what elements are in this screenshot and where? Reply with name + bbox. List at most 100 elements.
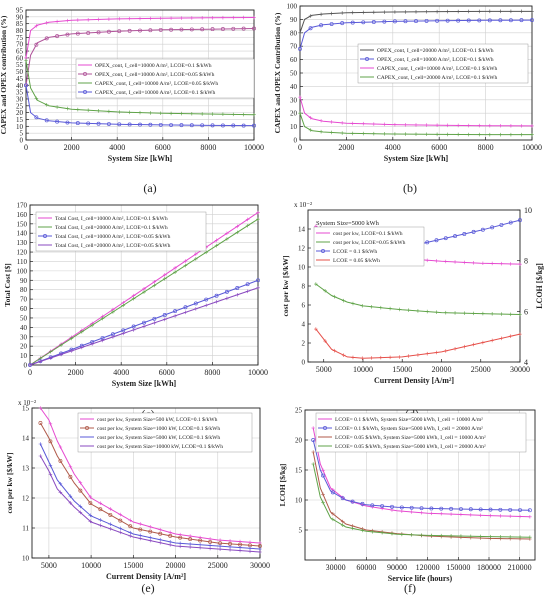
data-point <box>329 120 334 124</box>
data-point <box>480 227 485 232</box>
data-point <box>117 110 122 114</box>
data-point <box>449 534 453 538</box>
y-axis-label: Total Cost [$] <box>3 263 12 306</box>
y-tick-label: 60 <box>20 305 28 313</box>
data-point <box>419 510 424 515</box>
y-tick-label: 110 <box>17 258 28 266</box>
data-point <box>228 548 232 552</box>
legend-marker <box>43 234 47 238</box>
data-point <box>434 259 439 263</box>
legend: System Size=5000 kWh cost per kw, LCOE=0.… <box>313 220 425 267</box>
data-point <box>445 18 450 23</box>
data-point <box>508 262 513 266</box>
data-point <box>210 112 215 116</box>
y-tick-label: 8 <box>302 283 306 291</box>
data-point <box>319 129 323 134</box>
data-point <box>111 335 115 339</box>
data-point <box>231 26 236 31</box>
data-point <box>425 351 430 356</box>
data-point <box>200 112 204 116</box>
data-point <box>380 530 384 535</box>
annotation-text: System Size=5000 kWh <box>316 220 380 227</box>
y-tick-label: 170 <box>17 202 28 210</box>
data-point <box>142 324 146 329</box>
y-tick-label: 11 <box>22 525 29 533</box>
data-point <box>225 237 229 241</box>
data-point <box>429 506 434 511</box>
data-point <box>198 542 202 547</box>
data-point <box>241 123 246 128</box>
data-point <box>38 406 43 410</box>
y-tick-label: 10 <box>295 497 303 505</box>
y-tick-label: 70 <box>290 43 298 51</box>
data-point <box>498 18 503 23</box>
y-tick-label: 60 <box>290 56 298 64</box>
data-point <box>100 316 105 321</box>
data-point <box>372 131 376 136</box>
data-point <box>235 293 240 297</box>
data-point <box>68 464 73 469</box>
data-point <box>158 531 163 536</box>
y-tick-label: 100 <box>17 267 28 275</box>
data-point <box>44 36 49 41</box>
data-point <box>58 482 63 486</box>
data-point <box>173 314 177 318</box>
y-tick-label: 15 <box>295 467 303 475</box>
data-point <box>350 10 355 15</box>
data-point <box>498 534 503 539</box>
data-point <box>321 473 325 478</box>
data-point <box>168 530 172 535</box>
data-point <box>340 21 345 26</box>
legend: LCOE= 0.1 $/kWh, System Size=5000 kWh, I… <box>315 412 527 453</box>
data-point <box>158 27 163 32</box>
data-point <box>425 258 430 263</box>
data-point <box>148 122 153 127</box>
data-point <box>48 439 53 444</box>
data-point <box>466 132 471 137</box>
data-point <box>518 514 522 519</box>
data-point <box>200 16 204 20</box>
data-point <box>340 11 344 15</box>
data-point <box>298 95 302 99</box>
data-point <box>183 305 188 310</box>
data-point <box>360 303 365 308</box>
plot-frame <box>304 409 536 561</box>
legend-entry: Total Cost, I_cell=10000 A/m², LCOE=0.1 … <box>55 215 168 222</box>
legend-entry: CAPEX_cont, I_cell=10000 A/m², LCOE=0.05… <box>95 80 218 87</box>
data-point <box>329 11 334 16</box>
y-right-axis-label: LCOH [$/kg] <box>535 263 544 309</box>
y-tick-label: 80 <box>16 27 24 35</box>
data-point <box>38 442 43 446</box>
y-tick-label: 20 <box>20 343 28 351</box>
data-point <box>78 488 83 493</box>
data-point <box>519 9 524 14</box>
data-point <box>308 128 313 132</box>
data-point <box>319 12 323 17</box>
data-point <box>370 503 375 508</box>
x-tick-label: 10000 <box>81 561 101 570</box>
x-tick-label: 8000 <box>200 143 216 152</box>
data-point <box>86 108 90 113</box>
legend-entry: CAPEX_cont, I_cell=20000 A/m², LCOE=0.1 … <box>377 74 498 81</box>
data-point <box>256 217 260 221</box>
data-point <box>131 324 136 329</box>
data-point <box>34 42 39 47</box>
data-point <box>471 311 476 316</box>
panel-label: (a) <box>143 181 156 195</box>
legend-marker <box>321 249 325 253</box>
data-point <box>509 124 513 128</box>
data-point <box>403 122 408 127</box>
data-point <box>361 20 366 25</box>
x-tick-label: 2000 <box>338 143 354 152</box>
data-point <box>414 10 418 14</box>
data-point <box>434 350 439 355</box>
data-point <box>169 123 174 127</box>
data-point <box>96 121 101 126</box>
data-point <box>118 518 123 523</box>
data-point <box>519 18 524 23</box>
data-point <box>241 112 246 117</box>
data-point <box>148 111 153 115</box>
data-point <box>443 349 448 353</box>
data-point <box>127 28 132 33</box>
data-point <box>252 26 256 31</box>
